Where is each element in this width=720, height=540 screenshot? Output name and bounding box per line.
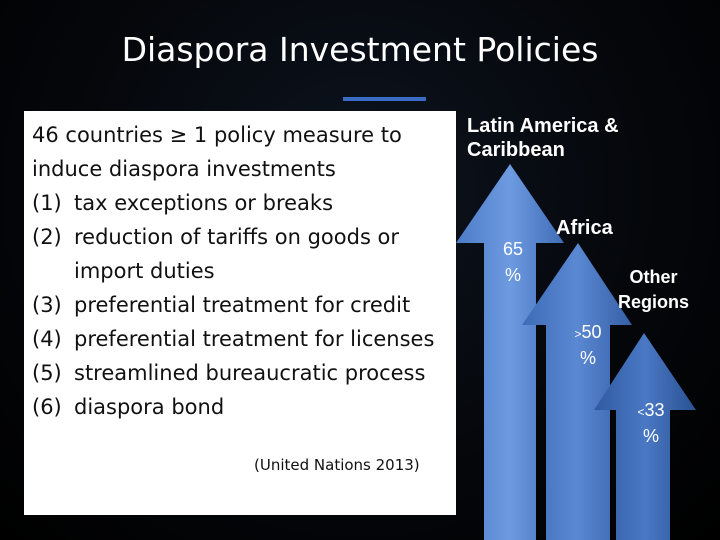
list-item-text: tax exceptions or breaks xyxy=(74,191,334,215)
pct-unit: % xyxy=(642,426,659,446)
pct-latin-america: 65 % xyxy=(496,236,530,288)
list-item-text: reduction of tariffs on goods or xyxy=(74,225,400,249)
list-item-text: preferential treatment for licenses xyxy=(74,327,435,351)
pct-other: <33 % xyxy=(628,398,674,448)
region-label-line-2: Regions xyxy=(618,292,690,312)
pct-value-row: >50 xyxy=(566,320,610,346)
list-item-text: preferential treatment for credit xyxy=(74,293,411,317)
intro-line-2: induce diaspora investments xyxy=(32,157,336,181)
text-panel: 46 countries ≥ 1 policy measure to induc… xyxy=(24,111,456,515)
arrow-africa xyxy=(522,243,632,540)
pct-value: 33 xyxy=(644,400,665,420)
region-label-africa: Africa xyxy=(556,217,613,239)
list-item-number: (6) xyxy=(32,395,62,419)
region-label-line-1: Other xyxy=(629,267,678,287)
intro-line-1: 46 countries ≥ 1 policy measure to xyxy=(32,123,402,147)
region-label-line-1: Latin America & xyxy=(467,115,619,137)
intro-text: 46 countries ≥ 1 policy measure to induc… xyxy=(32,118,402,186)
region-label-other: Other Regions xyxy=(618,265,689,315)
citation: (United Nations 2013) xyxy=(254,456,420,474)
title-underline xyxy=(343,97,426,101)
list-item-text: diaspora bond xyxy=(74,395,225,419)
pct-value: 50 xyxy=(581,322,602,342)
list-item-number: (5) xyxy=(32,361,62,385)
list-item-text-continued: import duties xyxy=(74,259,215,283)
list-item-text: streamlined bureaucratic process xyxy=(74,361,426,385)
arrow-latin-america xyxy=(456,164,564,540)
pct-unit: % xyxy=(504,265,521,285)
slide-title: Diaspora Investment Policies xyxy=(121,30,599,69)
list-item-number: (4) xyxy=(32,327,62,351)
pct-value: 65 xyxy=(502,239,524,259)
pct-sign: > xyxy=(574,327,582,341)
region-label-latin-america: Latin America & Caribbean xyxy=(467,114,619,162)
arrow-other-regions xyxy=(594,333,696,540)
list-item-number: (2) xyxy=(32,225,62,249)
pct-value-row: <33 xyxy=(628,398,674,424)
pct-sign: < xyxy=(637,405,645,419)
list-item-number: (3) xyxy=(32,293,62,317)
region-label-line-2: Caribbean xyxy=(467,139,565,161)
region-arrows-graphic xyxy=(456,164,696,540)
list-item-number: (1) xyxy=(32,191,62,215)
pct-unit: % xyxy=(579,348,596,368)
pct-africa: >50 % xyxy=(566,320,610,370)
